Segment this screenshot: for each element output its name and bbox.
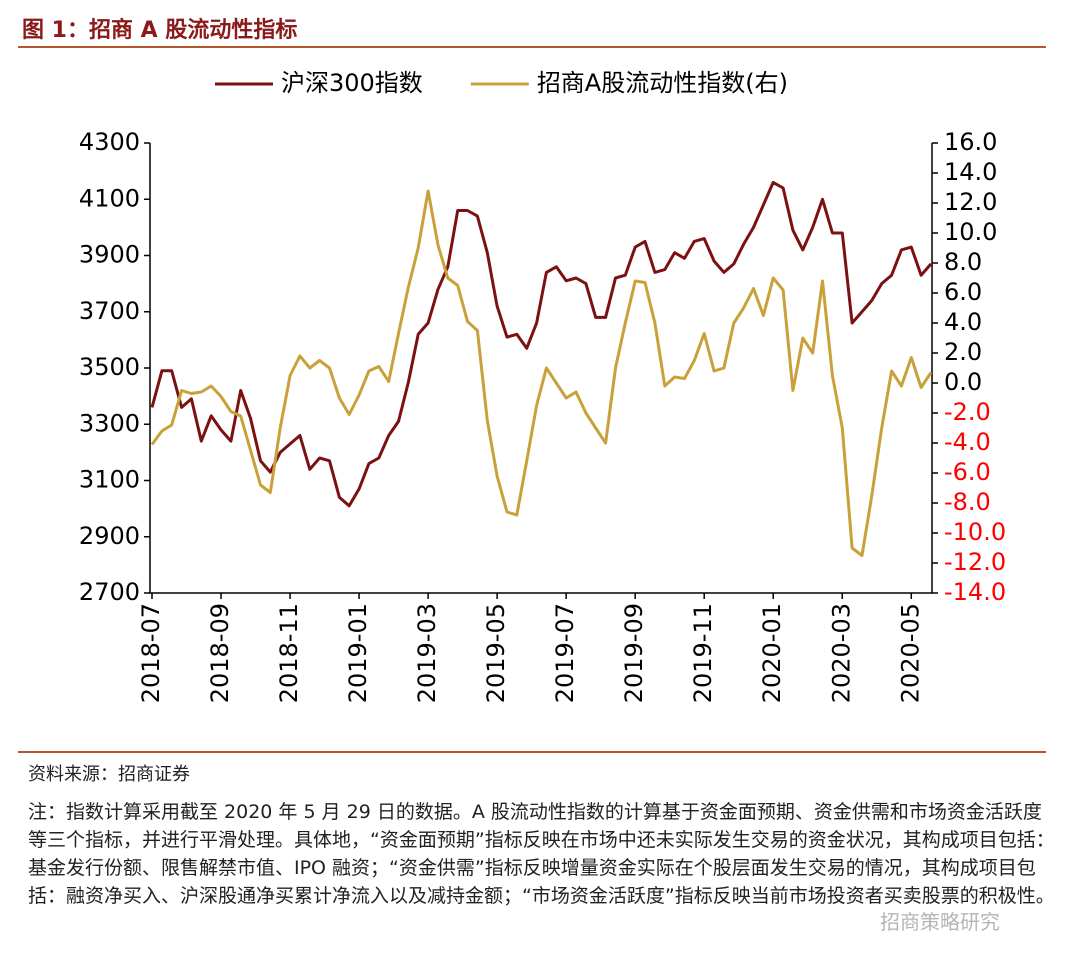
x-tick-label: 2020-01	[758, 603, 786, 703]
series-line	[150, 189, 933, 557]
y-tick-label: 2900	[79, 522, 140, 550]
y2-tick-label: 4.0	[944, 308, 982, 336]
y2-tick-label: 16.0	[944, 128, 997, 156]
y2-tick-label: -10.0	[944, 518, 1006, 546]
note: 注：指数计算采用截至 2020 年 5 月 29 日的数据。A 股流动性指数的计…	[28, 801, 1055, 907]
y-tick-label: 4100	[79, 184, 140, 212]
y2-tick-label: 10.0	[944, 218, 997, 246]
chart: 2700 2900 3100 3300 3500 3700 3900 4100 4300 -14.…	[79, 69, 1006, 703]
y2-tick-label: -4.0	[944, 428, 991, 456]
legend-label: 沪深300指数	[281, 69, 423, 97]
x-tick-label: 2018-09	[206, 603, 234, 703]
y2-tick-label: 2.0	[944, 338, 982, 366]
y2-tick-label: -2.0	[944, 398, 991, 426]
footer-rule	[18, 751, 1046, 753]
y2-tick-label: 8.0	[944, 248, 982, 276]
legend-label: 招商A股流动性指数(右)	[537, 69, 788, 97]
x-tick-label: 2019-07	[551, 603, 579, 703]
y-tick-label: 3700	[79, 297, 140, 325]
y2-tick-label: -6.0	[944, 458, 991, 486]
axes-frame	[149, 143, 933, 594]
series-line	[150, 180, 933, 508]
y2-tick-label: -8.0	[944, 488, 991, 516]
x-tick-label: 2018-11	[275, 603, 303, 703]
x-tick-label: 2019-03	[413, 603, 441, 703]
y-tick-label: 4300	[79, 128, 140, 156]
x-tick-label: 2019-05	[482, 603, 510, 703]
figure-label: 图 1：	[22, 18, 89, 43]
y2-tick-label: 14.0	[944, 158, 997, 186]
source: 资料来源：招商证券	[28, 764, 190, 785]
y-tick-label: 3500	[79, 353, 140, 381]
x-tick-label: 2020-03	[827, 603, 855, 703]
figure-heading: 图 1：招商 A 股流动性指标	[22, 12, 297, 44]
y-tick-label: 3900	[79, 241, 140, 269]
y-tick-label: 2700	[79, 578, 140, 606]
y2-tick-label: 6.0	[944, 278, 982, 306]
chart-title: 招商 A 股流动性指标	[88, 18, 298, 43]
x-tick-label: 2019-11	[689, 603, 717, 703]
y2-tick-label: -12.0	[944, 548, 1006, 576]
y-tick-label: 3300	[79, 409, 140, 437]
x-tick-label: 2020-05	[896, 603, 924, 703]
x-tick-label: 2018-07	[137, 603, 165, 703]
header-rule	[18, 46, 1046, 48]
y2-tick-label: 12.0	[944, 188, 997, 216]
y-tick-label: 3100	[79, 466, 140, 494]
watermark: 招商策略研究	[880, 910, 1000, 934]
y2-tick-label: 0.0	[944, 368, 982, 396]
x-tick-label: 2019-09	[620, 603, 648, 703]
x-tick-label: 2019-01	[344, 603, 372, 703]
y2-tick-label: -14.0	[944, 578, 1006, 606]
